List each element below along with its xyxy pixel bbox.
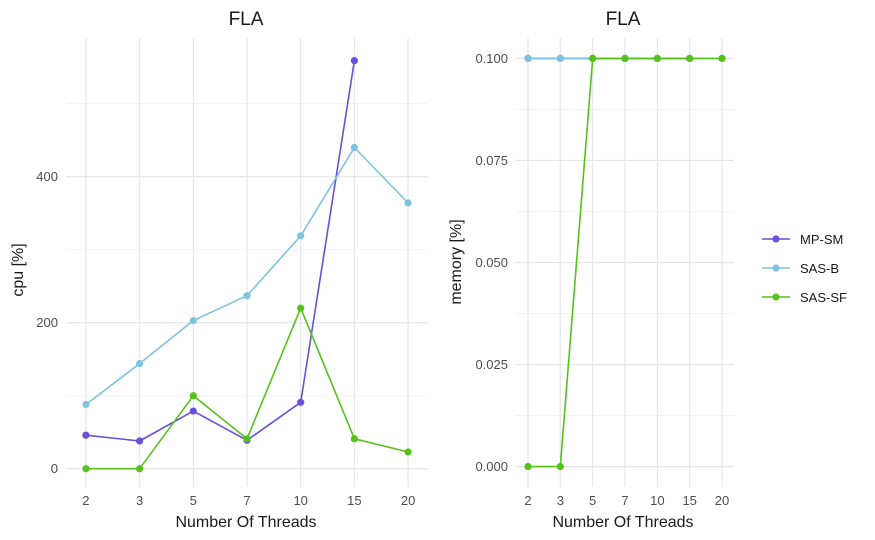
legend: MP-SM SAS-B SAS-SF xyxy=(762,232,847,305)
memory-point-sas-b xyxy=(524,54,532,63)
memory-panel-title: FLA xyxy=(606,9,641,30)
cpu-point-sas-sf xyxy=(189,392,197,400)
memory-point-sas-sf xyxy=(718,54,726,63)
cpu-x-tick-label: 2 xyxy=(82,493,89,508)
memory-x-axis-title: Number Of Threads xyxy=(552,514,693,531)
cpu-x-tick-label: 7 xyxy=(243,493,250,508)
cpu-y-tick-label: 200 xyxy=(36,315,58,330)
memory-x-tick-label: 15 xyxy=(682,493,696,508)
legend-marker-sas-sf xyxy=(772,293,780,301)
memory-point-sas-sf xyxy=(653,54,661,63)
legend-item-sas-sf: SAS-SF xyxy=(762,290,847,305)
legend-label-sas-b: SAS-B xyxy=(800,261,839,276)
legend-item-sas-b: SAS-B xyxy=(762,261,839,276)
memory-grid xyxy=(516,38,734,487)
memory-x-tick-label: 10 xyxy=(650,493,664,508)
cpu-x-tick-label: 5 xyxy=(190,493,197,508)
memory-point-sas-sf xyxy=(556,462,564,471)
cpu-point-sas-b xyxy=(136,360,144,368)
memory-point-sas-sf xyxy=(589,54,597,63)
memory-x-tick-label: 20 xyxy=(715,493,729,508)
legend-label-sas-sf: SAS-SF xyxy=(800,290,847,305)
legend-item-mp-sm: MP-SM xyxy=(762,232,843,247)
cpu-point-mp-sm xyxy=(136,437,144,445)
cpu-x-tick-label: 15 xyxy=(347,493,361,508)
memory-x-tick-label: 2 xyxy=(524,493,531,508)
legend-label-mp-sm: MP-SM xyxy=(800,232,843,247)
memory-y-tick-label: 0.075 xyxy=(475,153,508,168)
cpu-y-tick-label: 0 xyxy=(51,461,58,476)
memory-y-axis-title: memory [%] xyxy=(448,219,465,304)
memory-x-tick-label: 7 xyxy=(621,493,628,508)
cpu-point-sas-b xyxy=(404,199,412,207)
memory-y-tick-label: 0.000 xyxy=(475,459,508,474)
cpu-series-line-mp-sm xyxy=(85,60,356,442)
cpu-y-axis-title: cpu [%] xyxy=(10,243,27,296)
cpu-point-sas-sf xyxy=(350,435,358,443)
cpu-x-tick-label: 3 xyxy=(136,493,143,508)
cpu-panel: FLA Number Of Threads cpu [%] 0 200 400 2 3 5… xyxy=(10,9,428,531)
legend-marker-mp-sm xyxy=(772,235,780,243)
memory-y-tick-label: 0.100 xyxy=(475,51,508,66)
cpu-y-tick-label: 400 xyxy=(36,169,58,184)
memory-x-tick-label: 3 xyxy=(557,493,564,508)
cpu-point-sas-sf xyxy=(243,435,251,443)
cpu-point-sas-sf xyxy=(297,304,305,312)
memory-panel: FLA Number Of Threads memory [%] 0.000 0.… xyxy=(448,9,734,531)
cpu-point-sas-sf xyxy=(82,465,90,473)
cpu-point-sas-sf xyxy=(136,465,144,473)
cpu-point-sas-b xyxy=(350,143,358,152)
cpu-point-sas-b xyxy=(297,232,305,240)
cpu-x-tick-label: 10 xyxy=(293,493,307,508)
cpu-point-mp-sm xyxy=(350,57,358,65)
cpu-point-mp-sm xyxy=(297,398,305,406)
cpu-point-sas-b xyxy=(189,316,197,325)
memory-point-sas-sf xyxy=(686,54,694,63)
cpu-point-sas-b xyxy=(243,292,251,300)
memory-x-tick-label: 5 xyxy=(589,493,596,508)
cpu-point-mp-sm xyxy=(189,407,197,415)
memory-y-tick-label: 0.025 xyxy=(475,357,508,372)
cpu-point-mp-sm xyxy=(82,431,90,439)
cpu-panel-title: FLA xyxy=(229,9,264,30)
memory-point-sas-b xyxy=(556,54,564,63)
legend-marker-sas-b xyxy=(772,264,780,272)
cpu-point-sas-sf xyxy=(404,448,412,456)
cpu-x-tick-label: 20 xyxy=(401,493,415,508)
memory-y-tick-label: 0.050 xyxy=(475,255,508,270)
cpu-grid xyxy=(66,38,428,487)
memory-point-sas-sf xyxy=(524,462,532,471)
cpu-point-sas-b xyxy=(82,400,90,409)
memory-point-sas-sf xyxy=(621,54,629,63)
cpu-x-axis-title: Number Of Threads xyxy=(175,514,316,531)
